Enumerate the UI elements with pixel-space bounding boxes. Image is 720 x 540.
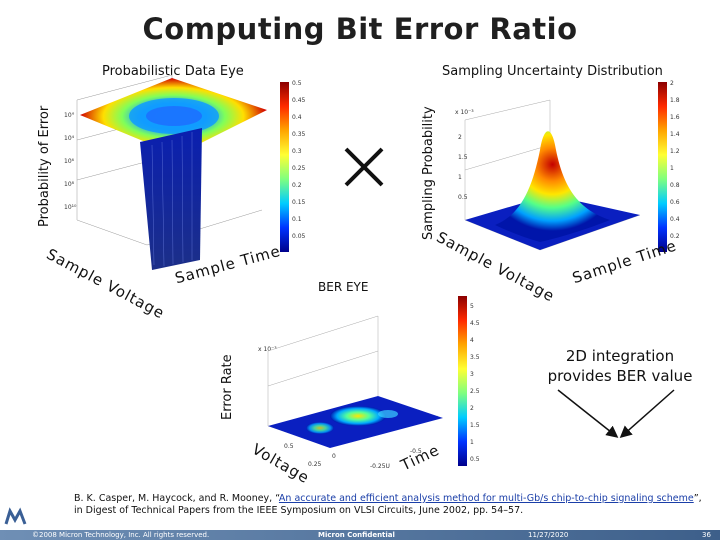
ber-colorbar-tick: 1.5 bbox=[470, 422, 480, 429]
left-z-tick: 10¹⁰ bbox=[64, 204, 77, 211]
right-y-axis-label: Sampling Probability bbox=[421, 106, 436, 240]
integration-arrows-icon bbox=[557, 389, 675, 438]
ber-panel-title: BER EYE bbox=[318, 280, 369, 294]
callout-line-1: 2D integration bbox=[565, 347, 675, 365]
integration-callout: 2D integration provides BER value bbox=[520, 346, 720, 386]
ber-colorbar bbox=[458, 296, 467, 466]
left-panel-title: Probabilistic Data Eye bbox=[102, 64, 244, 79]
right-panel-title: Sampling Uncertainty Distribution bbox=[442, 64, 663, 79]
footer-date: 11/27/2020 bbox=[528, 531, 569, 539]
right-colorbar-tick: 0.8 bbox=[670, 182, 680, 189]
ber-colorbar-tick: 0.5 bbox=[470, 456, 480, 463]
ber-colorbar-tick: 3 bbox=[470, 371, 474, 378]
left-colorbar-tick: 0.45 bbox=[292, 97, 306, 104]
left-z-tick: 10⁶ bbox=[64, 158, 75, 165]
slide-title: Computing Bit Error Ratio bbox=[142, 12, 578, 46]
citation-suffix: ”, bbox=[693, 493, 702, 504]
ber-colorbar-tick: 2.5 bbox=[470, 388, 480, 395]
data-eye-surface-plot bbox=[76, 74, 267, 270]
ber-colorbar-tick: 1 bbox=[470, 439, 474, 446]
ber-x-tick: -0.5 bbox=[410, 448, 422, 455]
ber-x-tick: 0.5 bbox=[284, 443, 294, 450]
left-colorbar-tick: 0.15 bbox=[292, 199, 306, 206]
right-colorbar-tick: 0.2 bbox=[670, 233, 680, 240]
ber-x-tick: -0.25U bbox=[370, 463, 390, 470]
ber-colorbar-tick: 4.5 bbox=[470, 320, 480, 327]
left-colorbar-tick: 0.4 bbox=[292, 114, 302, 121]
callout-line-2: provides BER value bbox=[547, 367, 693, 385]
left-colorbar-tick: 0.2 bbox=[292, 182, 302, 189]
left-colorbar-tick: 0.3 bbox=[292, 148, 302, 155]
ber-colorbar-tick: 5 bbox=[470, 303, 474, 310]
right-colorbar-tick: 1.2 bbox=[670, 148, 680, 155]
ber-eye-surface-plot bbox=[267, 315, 443, 448]
left-y-axis-label: Probability of Error bbox=[37, 105, 52, 227]
left-colorbar-tick: 0.05 bbox=[292, 233, 306, 240]
left-colorbar-tick: 0.35 bbox=[292, 131, 306, 138]
sampling-distribution-surface-plot bbox=[464, 99, 641, 251]
citation-venue: in Digest of Technical Papers from the I… bbox=[74, 505, 524, 516]
micron-logo-icon bbox=[3, 506, 29, 528]
right-colorbar-tick: 1.6 bbox=[670, 114, 680, 121]
ber-x-tick: 0 bbox=[332, 453, 336, 460]
right-colorbar-tick: 1 bbox=[670, 165, 674, 172]
left-colorbar bbox=[280, 82, 289, 252]
right-z-tick: 0.5 bbox=[458, 194, 468, 201]
left-z-tick: 10⁸ bbox=[64, 181, 75, 188]
left-z-tick: 10⁴ bbox=[64, 135, 75, 142]
ber-scale-label: x 10⁻³ bbox=[258, 346, 277, 353]
ber-colorbar-tick: 2 bbox=[470, 405, 474, 412]
ber-colorbar-tick: 3.5 bbox=[470, 354, 480, 361]
left-colorbar-tick: 0.5 bbox=[292, 80, 302, 87]
reference-citation: B. K. Casper, M. Haycock, and R. Mooney,… bbox=[74, 493, 714, 517]
footer-confidential: Micron Confidential bbox=[318, 531, 395, 539]
footer-copyright: ©2008 Micron Technology, Inc. All rights… bbox=[32, 531, 210, 539]
right-colorbar-tick: 2 bbox=[670, 80, 674, 87]
slide-footer: ©2008 Micron Technology, Inc. All rights… bbox=[0, 530, 720, 540]
multiply-icon bbox=[344, 147, 384, 187]
left-z-tick: 10° bbox=[64, 112, 75, 119]
right-colorbar-tick: 1.8 bbox=[670, 97, 680, 104]
ber-x-tick: 0.25 bbox=[308, 461, 322, 468]
ber-colorbar-tick: 4 bbox=[470, 337, 474, 344]
footer-page-number: 36 bbox=[702, 531, 711, 539]
right-colorbar-tick: 0.6 bbox=[670, 199, 680, 206]
right-z-tick: 1 bbox=[458, 174, 462, 181]
right-colorbar bbox=[658, 82, 667, 252]
left-colorbar-tick: 0.25 bbox=[292, 165, 306, 172]
left-colorbar-tick: 0.1 bbox=[292, 216, 302, 223]
citation-paper-link[interactable]: An accurate and efficient analysis metho… bbox=[278, 493, 694, 504]
citation-authors: B. K. Casper, M. Haycock, and R. Mooney,… bbox=[74, 493, 279, 504]
right-scale-label: x 10⁻³ bbox=[455, 109, 474, 116]
ber-y-axis-label: Error Rate bbox=[220, 354, 235, 420]
right-colorbar-tick: 1.4 bbox=[670, 131, 680, 138]
right-colorbar-tick: 0.4 bbox=[670, 216, 680, 223]
right-z-tick: 2 bbox=[458, 134, 462, 141]
right-z-tick: 1.5 bbox=[458, 154, 468, 161]
